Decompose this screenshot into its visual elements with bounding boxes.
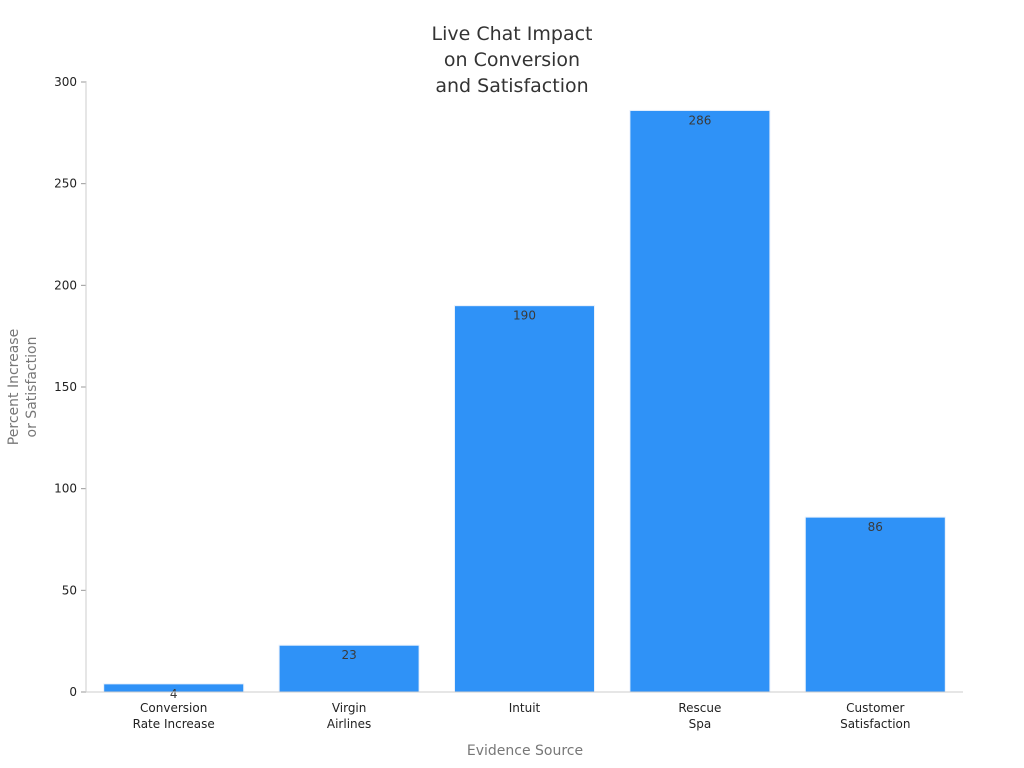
y-axis-title: Percent Increase or Satisfaction [6,329,40,445]
y-tick-label: 200 [54,278,77,292]
y-tick-label: 150 [54,380,77,394]
y-tick-label: 100 [54,482,77,496]
x-axis-title: Evidence Source [467,743,583,759]
bar-value-label: 86 [868,520,883,534]
bar-value-label: 23 [341,648,356,662]
x-tick-label: Virgin [332,701,367,715]
bars [103,109,946,693]
bar-value-label: 190 [513,309,536,323]
chart-title-line-2: on Conversion [444,49,580,71]
bar [454,305,595,693]
data-labels: 4 23 190 286 86 [170,113,883,700]
y-axis-title-line-1: Percent Increase [6,329,22,445]
y-tick-label: 300 [54,75,77,89]
y-tick-label: 250 [54,177,77,191]
x-tick-label: Satisfaction [840,717,910,731]
bar [804,516,946,693]
bar-value-label: 286 [688,113,711,127]
x-tick-label: Rescue [678,701,721,715]
y-tick-label: 0 [69,685,77,699]
x-tick-label: Spa [689,717,712,731]
bar [629,109,771,693]
x-tick-label: Intuit [509,701,541,715]
y-axis-ticks: 0 50 100 150 200 250 300 [54,75,86,699]
bar [278,644,420,693]
x-tick-label: Conversion [140,701,207,715]
x-tick-label: Airlines [327,717,371,731]
x-axis-labels: Conversion Rate Increase Virgin Airlines Int… [133,701,911,731]
y-axis-title-line-2: or Satisfaction [24,337,40,438]
chart-title-line-3: and Satisfaction [435,75,588,97]
y-tick-label: 50 [62,583,77,597]
chart-title: Live Chat Impact on Conversion and Satis… [432,23,593,97]
x-tick-label: Rate Increase [133,717,215,731]
x-tick-label: Customer [846,701,904,715]
chart-title-line-1: Live Chat Impact [432,23,593,45]
bar-value-label: 4 [170,687,178,701]
